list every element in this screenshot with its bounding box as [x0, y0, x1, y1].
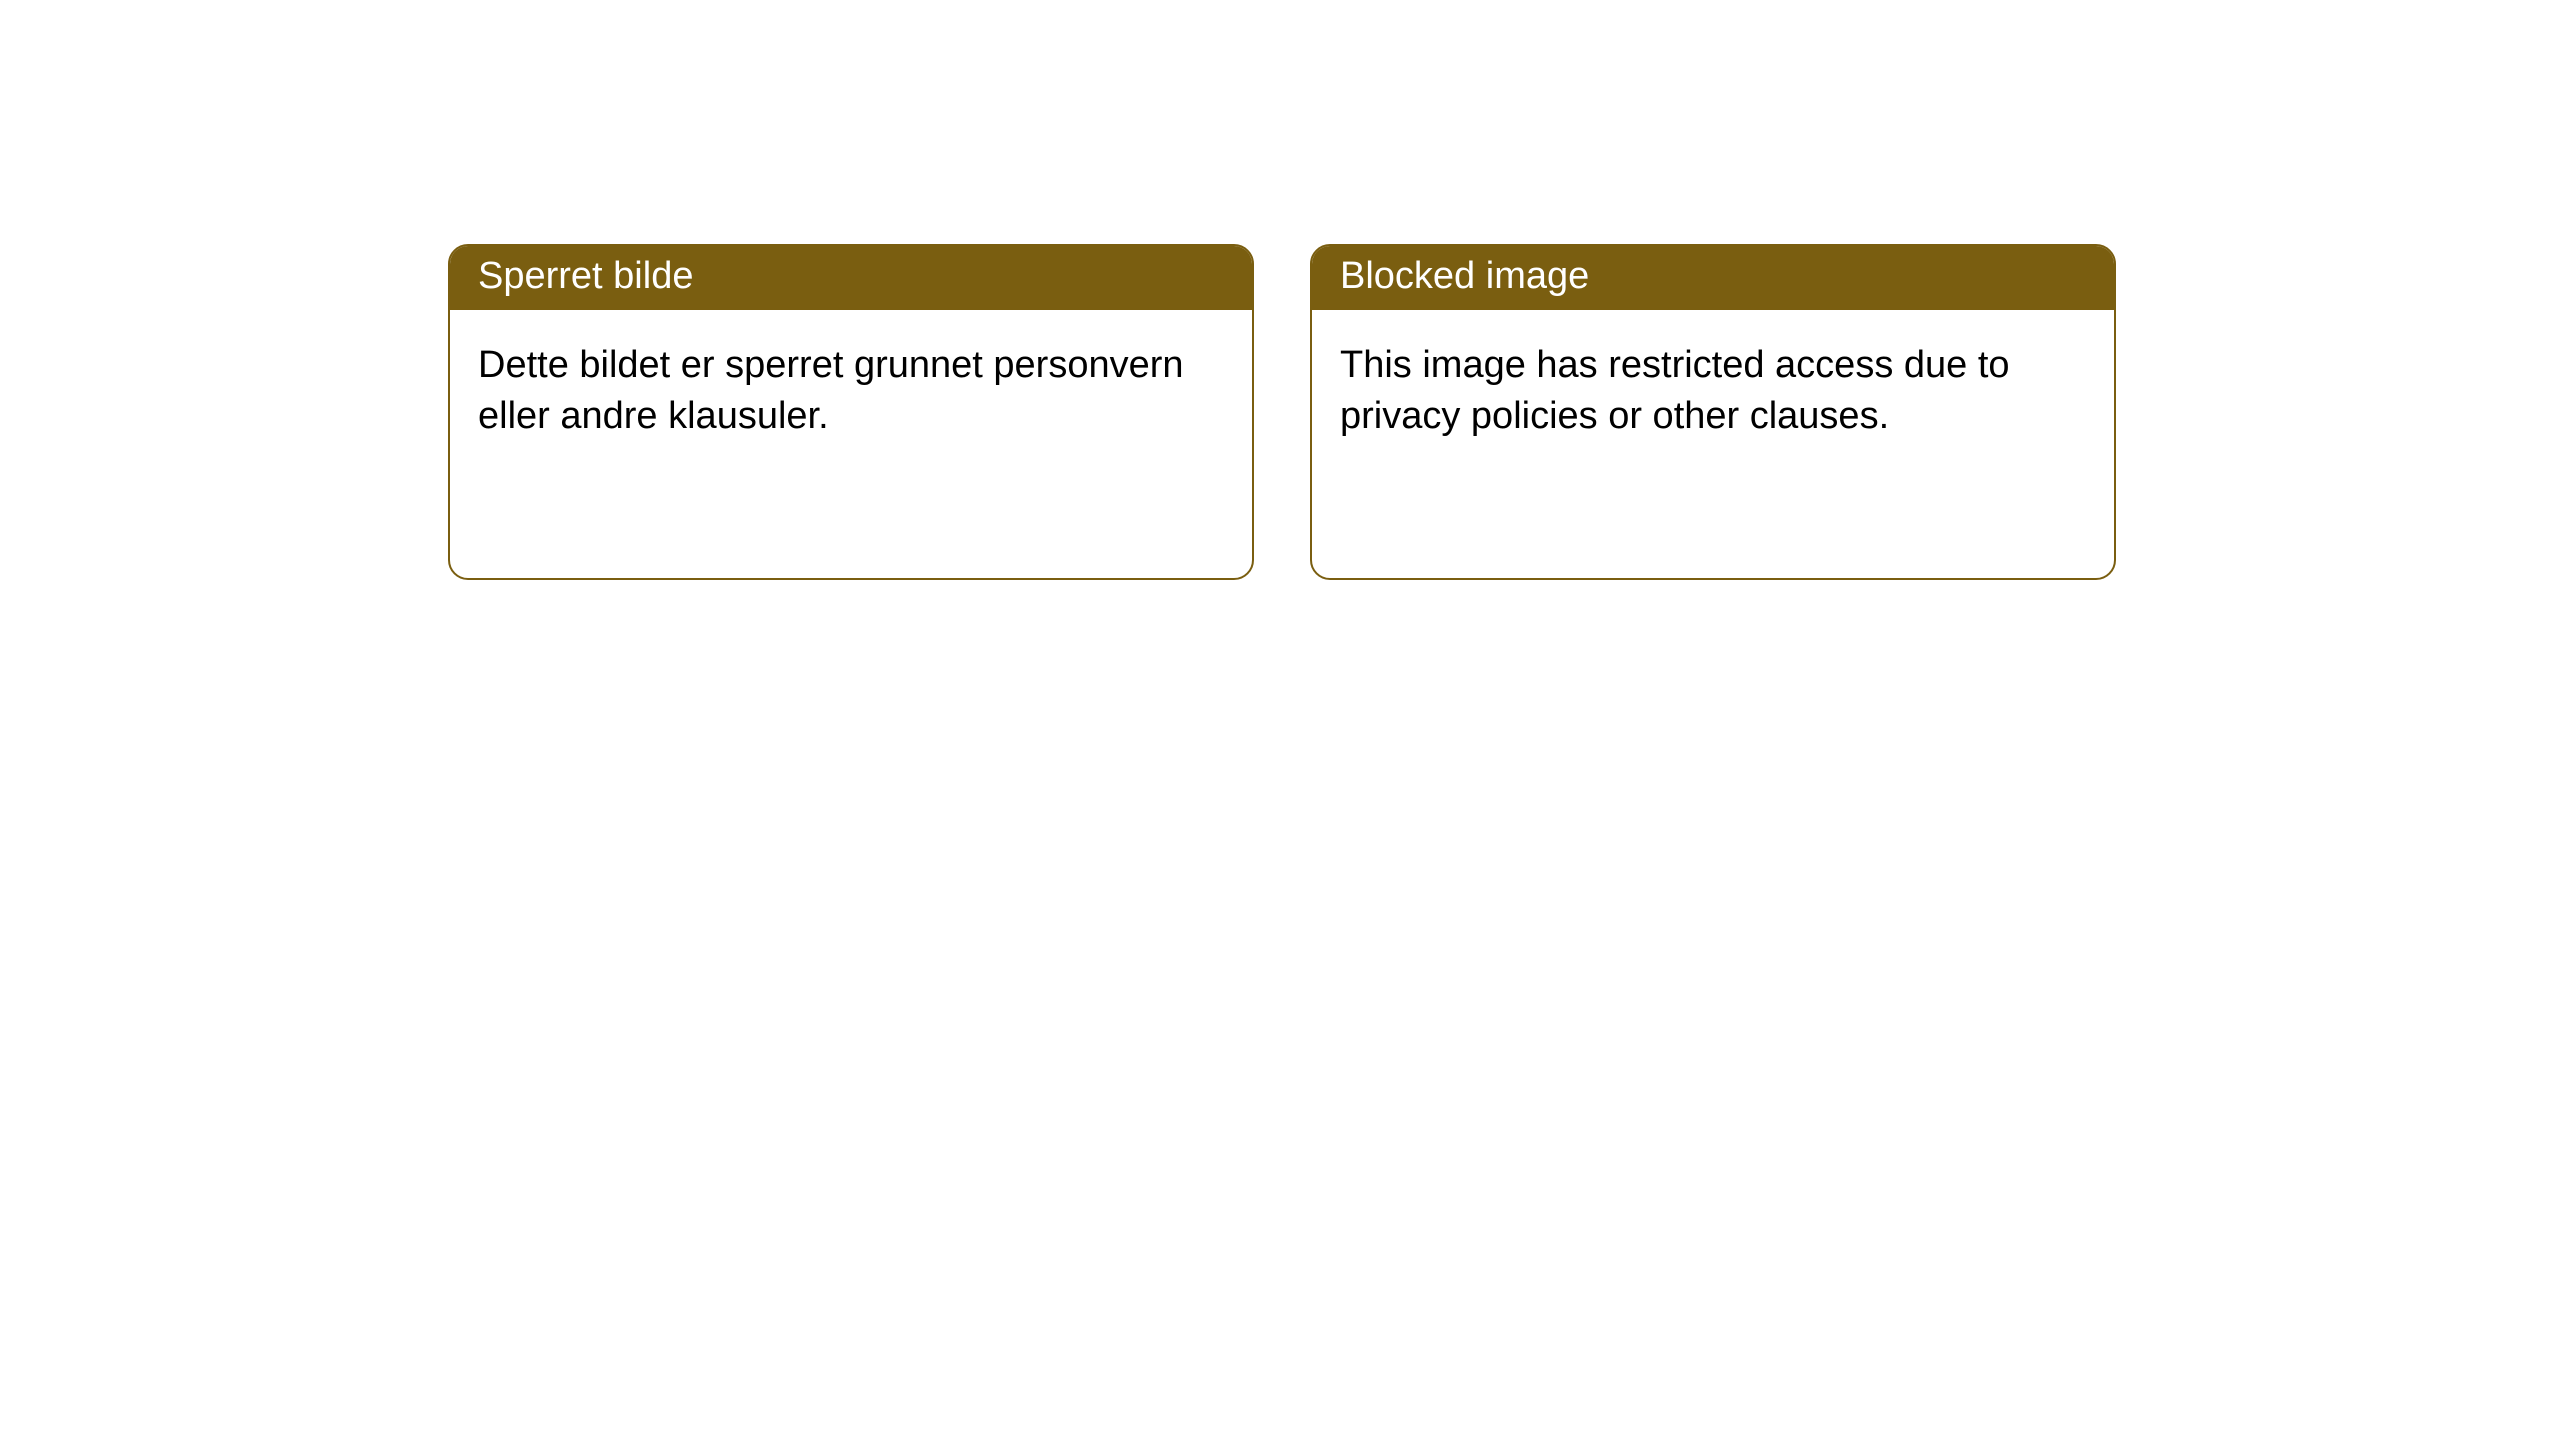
notice-body: This image has restricted access due to …: [1312, 310, 2114, 473]
notice-body: Dette bildet er sperret grunnet personve…: [450, 310, 1252, 473]
notice-card-english: Blocked image This image has restricted …: [1310, 244, 2116, 580]
notice-container: Sperret bilde Dette bildet er sperret gr…: [0, 0, 2560, 580]
notice-header: Sperret bilde: [450, 246, 1252, 310]
notice-card-norwegian: Sperret bilde Dette bildet er sperret gr…: [448, 244, 1254, 580]
notice-header: Blocked image: [1312, 246, 2114, 310]
